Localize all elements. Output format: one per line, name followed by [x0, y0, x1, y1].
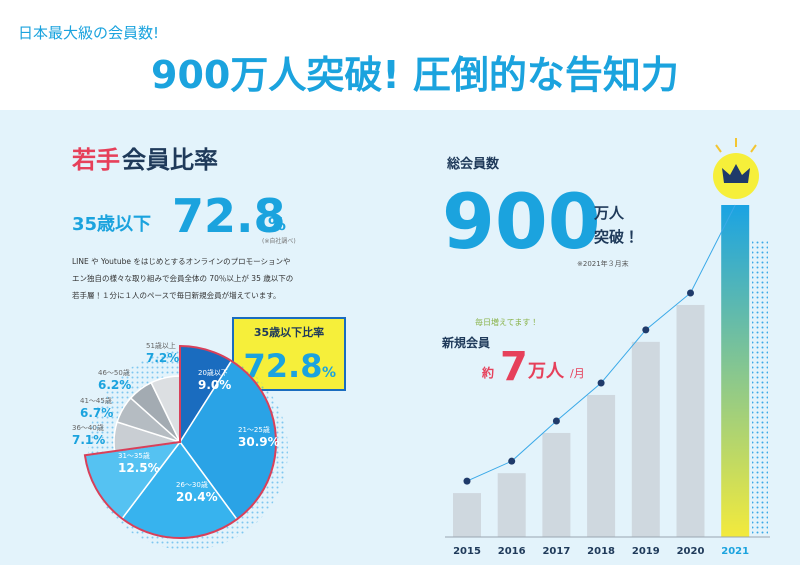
badge-unit: % — [322, 365, 336, 381]
x-tick-label: 2020 — [677, 546, 705, 557]
dot-pattern — [752, 240, 768, 537]
trend-dot — [508, 457, 516, 465]
members-suffix: 突破！ — [594, 228, 639, 246]
x-tick-label: 2018 — [587, 546, 615, 557]
pie-category: 21〜25歳 — [238, 425, 270, 434]
trend-dot — [597, 379, 605, 387]
pie-value-label: 7.1% — [72, 433, 105, 447]
description-line: LINE や Youtube をはじめとするオンラインのプロモーションや — [72, 257, 291, 266]
bar — [631, 341, 660, 537]
badge-label: 35歳以下比率 — [254, 325, 324, 339]
section-title: 会員比率 — [122, 146, 218, 174]
pie-outline — [83, 344, 277, 539]
pie-value-label: 20.4% — [176, 490, 218, 504]
x-tick-label: 2021 — [721, 546, 749, 557]
pie-value-label: 30.9% — [238, 435, 280, 449]
pie-value-label: 12.5% — [118, 461, 160, 475]
members-note: ※2021年３月末 — [577, 259, 629, 268]
pie-category: 36〜40歳 — [72, 423, 104, 432]
trend-dot — [552, 417, 560, 425]
bar — [497, 473, 526, 537]
x-tick-label: 2016 — [498, 546, 526, 557]
pie-value-label: 6.7% — [80, 406, 113, 420]
x-tick-label: 2017 — [542, 546, 570, 557]
pie-category: 46〜50歳 — [98, 368, 130, 377]
pie-category: 51歳以上 — [146, 341, 176, 350]
x-tick-label: 2019 — [632, 546, 660, 557]
section-title-accent: 若手 — [71, 146, 120, 174]
pie-value-label: 6.2% — [98, 378, 131, 392]
header-bg — [0, 0, 800, 110]
new-unit: 万人 — [527, 361, 565, 382]
members-unit: 万人 — [593, 204, 625, 222]
pie-value-label: 7.2% — [146, 351, 179, 365]
pie-category: 41〜45歳 — [80, 396, 112, 405]
approx: 約 — [481, 365, 494, 380]
ratio-label: 35歳以下 — [72, 214, 151, 235]
new-label: 新規会員 — [441, 335, 490, 350]
ratio-note: (※自社調べ) — [262, 237, 296, 245]
bar — [587, 394, 616, 537]
trend-dot — [463, 477, 471, 485]
new-value: 7 — [500, 344, 528, 390]
ratio-value: 72.8 — [172, 189, 286, 243]
bar — [721, 205, 750, 537]
ratio-unit: % — [268, 214, 286, 235]
title: 900万人突破! 圧倒的な告知力 — [151, 53, 679, 97]
x-tick-label: 2015 — [453, 546, 481, 557]
pie-category: 26〜30歳 — [176, 480, 208, 489]
trend-dot — [687, 289, 694, 297]
pie-value-label: 9.0% — [198, 378, 231, 392]
bar — [676, 304, 705, 537]
bar — [453, 493, 481, 537]
members-value: 900 — [442, 177, 601, 266]
bar — [542, 432, 571, 537]
pie-category: 31〜35歳 — [118, 451, 150, 460]
tag: 毎日増えてます！ — [475, 317, 538, 327]
description-line: 若手層！１分に１人のペースで毎日新規会員が増えています。 — [72, 290, 281, 300]
description-line: エン独自の様々な取り組みで会員全体の 70％以上が 35 歳以下の — [72, 273, 293, 283]
crown — [713, 138, 759, 199]
members-label: 総会員数 — [446, 156, 500, 172]
per: /月 — [570, 367, 585, 380]
pie-category: 20歳以下 — [198, 368, 228, 377]
subtitle: 日本最大級の会員数! — [18, 24, 159, 42]
trend-dot — [642, 326, 650, 334]
